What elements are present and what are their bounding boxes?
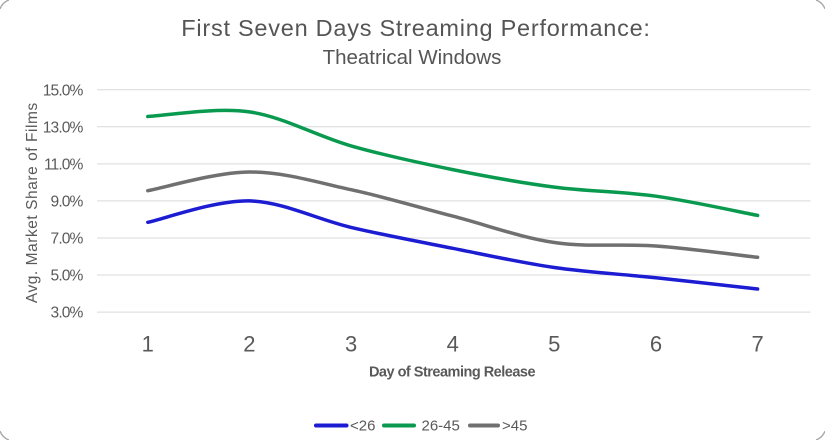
svg-text:2: 2 bbox=[243, 332, 255, 357]
svg-text:6: 6 bbox=[650, 332, 662, 357]
svg-text:<26: <26 bbox=[350, 418, 375, 435]
svg-text:11.0%: 11.0% bbox=[44, 157, 84, 174]
svg-text:26-45: 26-45 bbox=[422, 418, 460, 435]
svg-text:Theatrical Windows: Theatrical Windows bbox=[323, 46, 502, 69]
svg-text:1: 1 bbox=[142, 332, 154, 357]
svg-text:Day of Streaming Release: Day of Streaming Release bbox=[369, 365, 536, 381]
svg-text:7.0%: 7.0% bbox=[51, 231, 84, 248]
svg-text:First Seven Days Streaming Per: First Seven Days Streaming Performance: bbox=[181, 15, 650, 41]
svg-text:13.0%: 13.0% bbox=[43, 119, 84, 136]
svg-text:5.0%: 5.0% bbox=[51, 268, 84, 285]
svg-text:9.0%: 9.0% bbox=[51, 194, 84, 211]
svg-text:Avg. Market Share of Films: Avg. Market Share of Films bbox=[24, 102, 41, 303]
svg-text:5: 5 bbox=[548, 332, 560, 357]
svg-text:15.0%: 15.0% bbox=[43, 82, 84, 99]
svg-text:3: 3 bbox=[345, 332, 357, 357]
svg-text:7: 7 bbox=[751, 332, 763, 357]
svg-text:>45: >45 bbox=[502, 418, 527, 435]
svg-text:3.0%: 3.0% bbox=[51, 305, 84, 322]
svg-text:4: 4 bbox=[447, 332, 459, 357]
